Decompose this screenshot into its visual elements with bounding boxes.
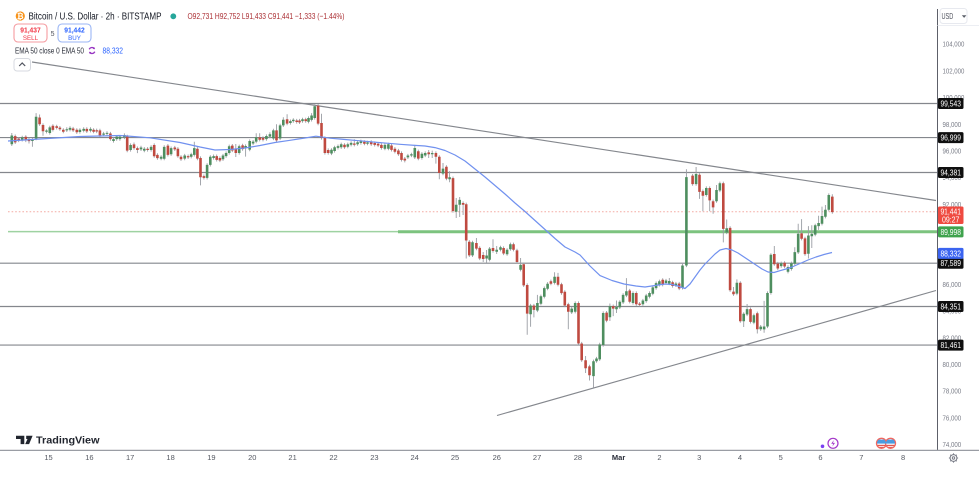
svg-text:89,998: 89,998 bbox=[940, 228, 961, 237]
svg-text:96,000: 96,000 bbox=[943, 147, 962, 156]
svg-text:SELL: SELL bbox=[23, 35, 39, 42]
svg-text:TradingView: TradingView bbox=[36, 434, 100, 446]
svg-text:₿: ₿ bbox=[17, 12, 24, 21]
svg-text:24: 24 bbox=[411, 453, 419, 462]
svg-text:15: 15 bbox=[44, 453, 52, 462]
svg-text:7: 7 bbox=[859, 453, 863, 462]
svg-text:2: 2 bbox=[657, 453, 661, 462]
svg-text:O92,731 H92,752 L91,433 C91,44: O92,731 H92,752 L91,433 C91,441 −1,333 (… bbox=[188, 11, 345, 21]
svg-text:88,332: 88,332 bbox=[940, 249, 961, 258]
svg-text:78,000: 78,000 bbox=[943, 387, 962, 396]
svg-text:BUY: BUY bbox=[68, 35, 81, 42]
svg-text:5: 5 bbox=[51, 31, 55, 38]
svg-text:87,589: 87,589 bbox=[940, 259, 961, 268]
svg-text:27: 27 bbox=[533, 453, 541, 462]
svg-text:81,461: 81,461 bbox=[940, 341, 961, 350]
svg-text:5: 5 bbox=[779, 453, 783, 462]
svg-text:104,000: 104,000 bbox=[943, 40, 965, 49]
svg-text:26: 26 bbox=[493, 453, 501, 462]
svg-text:6: 6 bbox=[818, 453, 822, 462]
svg-text:99,543: 99,543 bbox=[940, 99, 961, 108]
svg-text:76,000: 76,000 bbox=[943, 413, 962, 422]
svg-text:8: 8 bbox=[901, 453, 905, 462]
svg-text:25: 25 bbox=[451, 453, 459, 462]
svg-text:91,442: 91,442 bbox=[64, 26, 85, 35]
svg-text:20: 20 bbox=[248, 453, 256, 462]
svg-text:86,000: 86,000 bbox=[943, 280, 962, 289]
svg-text:84,351: 84,351 bbox=[940, 302, 961, 311]
svg-text:4: 4 bbox=[738, 453, 742, 462]
svg-text:96,999: 96,999 bbox=[940, 134, 961, 143]
svg-text:Bitcoin / U.S. Dollar · 2h · B: Bitcoin / U.S. Dollar · 2h · BITSTAMP bbox=[29, 12, 162, 23]
svg-text:Mar: Mar bbox=[612, 453, 625, 462]
svg-text:3: 3 bbox=[697, 453, 701, 462]
svg-text:19: 19 bbox=[207, 453, 215, 462]
svg-text:EMA 50 close 0 EMA 50: EMA 50 close 0 EMA 50 bbox=[15, 47, 84, 56]
svg-text:18: 18 bbox=[166, 453, 174, 462]
svg-text:102,000: 102,000 bbox=[943, 66, 965, 75]
svg-text:74,000: 74,000 bbox=[943, 440, 962, 449]
svg-text:88,332: 88,332 bbox=[103, 46, 124, 56]
svg-text:28: 28 bbox=[574, 453, 582, 462]
svg-text:17: 17 bbox=[126, 453, 134, 462]
svg-text:09:27: 09:27 bbox=[942, 215, 960, 224]
svg-text:16: 16 bbox=[85, 453, 93, 462]
svg-text:98,000: 98,000 bbox=[943, 120, 962, 129]
svg-text:21: 21 bbox=[288, 453, 296, 462]
svg-text:23: 23 bbox=[370, 453, 378, 462]
svg-text:22: 22 bbox=[329, 453, 337, 462]
svg-text:94,381: 94,381 bbox=[940, 168, 961, 177]
svg-text:91,437: 91,437 bbox=[20, 26, 41, 35]
svg-text:USD: USD bbox=[942, 12, 954, 21]
svg-text:80,000: 80,000 bbox=[943, 360, 962, 369]
